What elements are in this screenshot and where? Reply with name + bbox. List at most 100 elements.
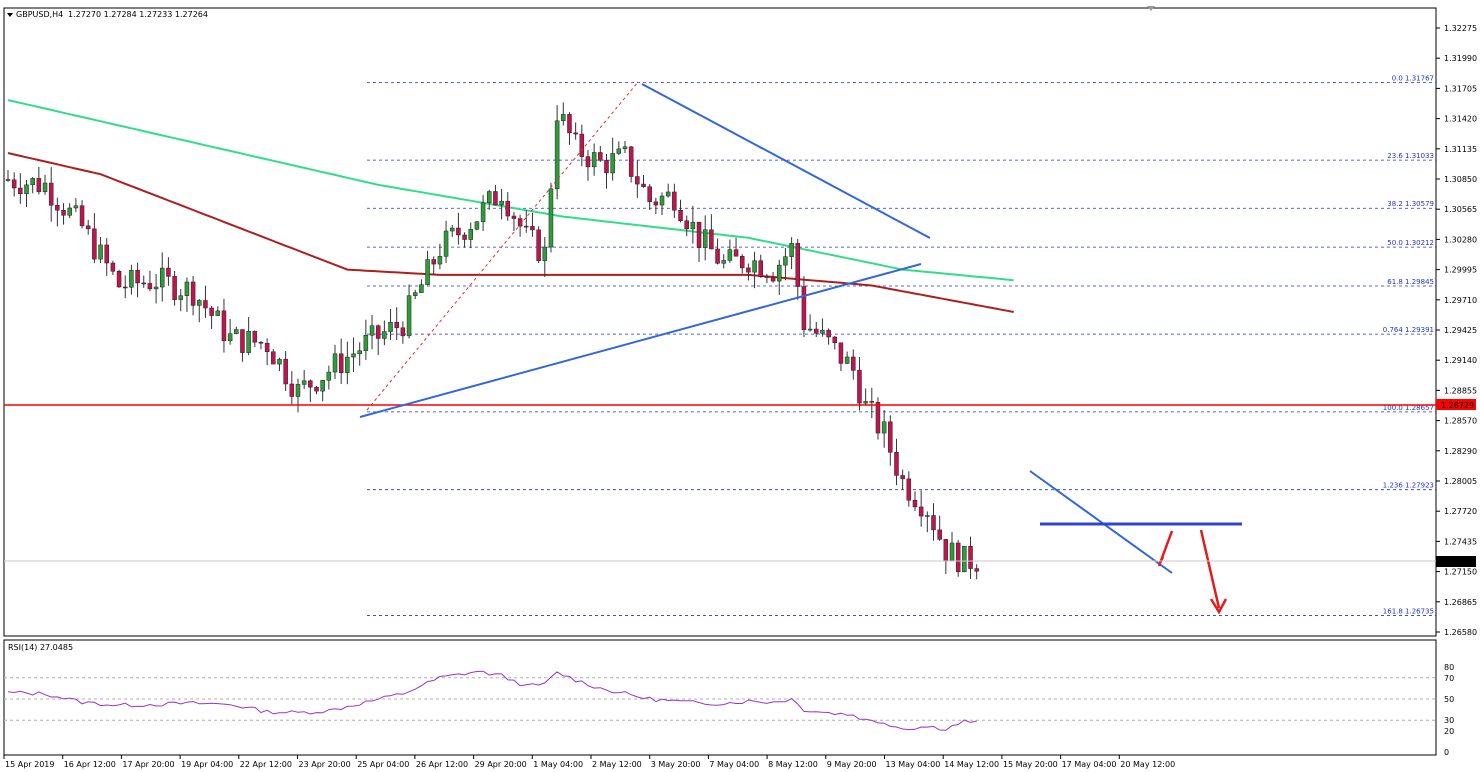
candle-body: [604, 160, 609, 174]
x-tick-label: 15 Apr 2019: [5, 760, 54, 769]
candle-body: [857, 370, 862, 404]
candle-body: [221, 310, 227, 342]
candle-body: [783, 256, 788, 266]
candle-body: [598, 152, 603, 161]
support-price-label: 1.28729: [1441, 401, 1474, 410]
candle-body: [659, 195, 665, 206]
candle-body: [160, 267, 165, 288]
candle-body: [709, 229, 714, 250]
x-tick-label: 2 May 12:00: [592, 760, 642, 769]
candle-body: [363, 335, 369, 351]
candle-body: [36, 178, 42, 193]
candle-body: [585, 156, 591, 168]
current-price-box: [1436, 556, 1476, 567]
y-tick-label: 1.31705: [1444, 84, 1477, 93]
candle-body: [289, 383, 295, 397]
x-tick-label: 17 Apr 20:00: [122, 760, 174, 769]
candle-body: [308, 380, 313, 388]
candle-body: [628, 146, 634, 177]
trendline-lower: [359, 263, 922, 418]
candle-body: [258, 341, 264, 344]
candle-body: [801, 286, 807, 331]
x-tick-label: 7 May 04:00: [709, 760, 759, 769]
candle-body: [715, 248, 720, 264]
candle-body: [61, 209, 66, 216]
candle-body: [234, 329, 239, 334]
candle-body: [795, 243, 801, 287]
candle-body: [591, 152, 597, 168]
candle-body: [67, 207, 72, 216]
candle-body: [301, 380, 307, 385]
candle-body: [264, 342, 270, 353]
y-tick-label: 1.30565: [1444, 205, 1477, 214]
candle-body: [30, 178, 35, 186]
candle-body: [388, 321, 393, 332]
candle-body: [665, 191, 671, 197]
candle-body: [894, 452, 899, 476]
x-tick-label: 9 May 20:00: [827, 760, 877, 769]
y-tick-label: 1.28570: [1444, 417, 1477, 426]
ma-slow-line: [7, 99, 1014, 282]
y-tick-label: 1.30850: [1444, 175, 1477, 184]
candle-body: [536, 229, 541, 261]
candle-body: [382, 331, 387, 339]
y-tick-label: 1.28005: [1444, 477, 1477, 486]
x-tick-label: 25 Apr 04:00: [357, 760, 409, 769]
x-tick-label: 14 May 12:00: [944, 760, 999, 769]
y-tick-label: 1.31990: [1444, 54, 1477, 63]
candle-body: [844, 356, 850, 364]
candle-body: [147, 283, 153, 290]
candle-body: [777, 264, 782, 282]
scroll-marker-icon[interactable]: [1147, 6, 1155, 11]
candle-body: [851, 356, 856, 371]
candle-body: [517, 218, 523, 227]
rsi-panel-frame: [3, 639, 1437, 756]
x-tick-label: 3 May 20:00: [651, 760, 701, 769]
candle-body: [524, 225, 529, 228]
candle-body: [98, 244, 103, 260]
candle-body: [209, 307, 214, 316]
y-tick-label: 1.31135: [1444, 145, 1477, 154]
candle-body: [561, 114, 566, 122]
x-axis-ticks: 15 Apr 2019 16 Apr 12:00 17 Apr 20:00 19 Ap…: [3, 755, 1175, 769]
fib-levels-group: 0.0 1.31767 23.6 1.31033 38.2 1.30579 50.0 …: [367, 74, 1436, 616]
candle-body: [246, 331, 251, 353]
candle-body: [314, 386, 319, 392]
candle-body: [73, 205, 79, 209]
arrow-down-icon: [1199, 529, 1228, 615]
rsi-line: [7, 670, 977, 731]
candle-body: [462, 234, 467, 240]
candle-body: [190, 281, 196, 306]
candle-body: [764, 276, 770, 278]
x-tick-label: 19 Apr 04:00: [181, 760, 233, 769]
candle-body: [635, 176, 640, 185]
candle-body: [955, 542, 961, 573]
rsi-level-label: 70: [1444, 674, 1454, 683]
candle-body: [900, 475, 905, 480]
fib-level-label: 100.0 1.28657: [1383, 404, 1434, 412]
y-tick-label: 1.29995: [1444, 266, 1477, 275]
candle-body: [55, 204, 60, 211]
candle-body: [931, 515, 936, 531]
candle-body: [487, 191, 492, 204]
candle-body: [474, 221, 480, 230]
moving-averages: [7, 99, 1014, 313]
candle-body: [357, 350, 362, 355]
candle-body: [197, 300, 202, 306]
candle-body: [42, 182, 48, 193]
candle-body: [400, 327, 406, 337]
candle-body: [739, 256, 745, 269]
x-tick-label: 13 May 04:00: [886, 760, 941, 769]
candle-body: [153, 286, 159, 290]
x-tick-label: 8 May 12:00: [768, 760, 818, 769]
y-tick-label: 1.29710: [1444, 296, 1477, 305]
x-tick-label: 26 Apr 12:00: [416, 760, 468, 769]
dropdown-triangle-icon[interactable]: [7, 13, 13, 17]
candle-body: [573, 132, 578, 135]
candle-body: [326, 371, 332, 381]
candle-body: [733, 249, 739, 257]
candle-body: [351, 353, 356, 358]
y-tick-label: 1.31420: [1444, 115, 1477, 124]
header-symbol: GBPUSD,H4: [16, 10, 63, 19]
candle-body: [11, 179, 17, 189]
